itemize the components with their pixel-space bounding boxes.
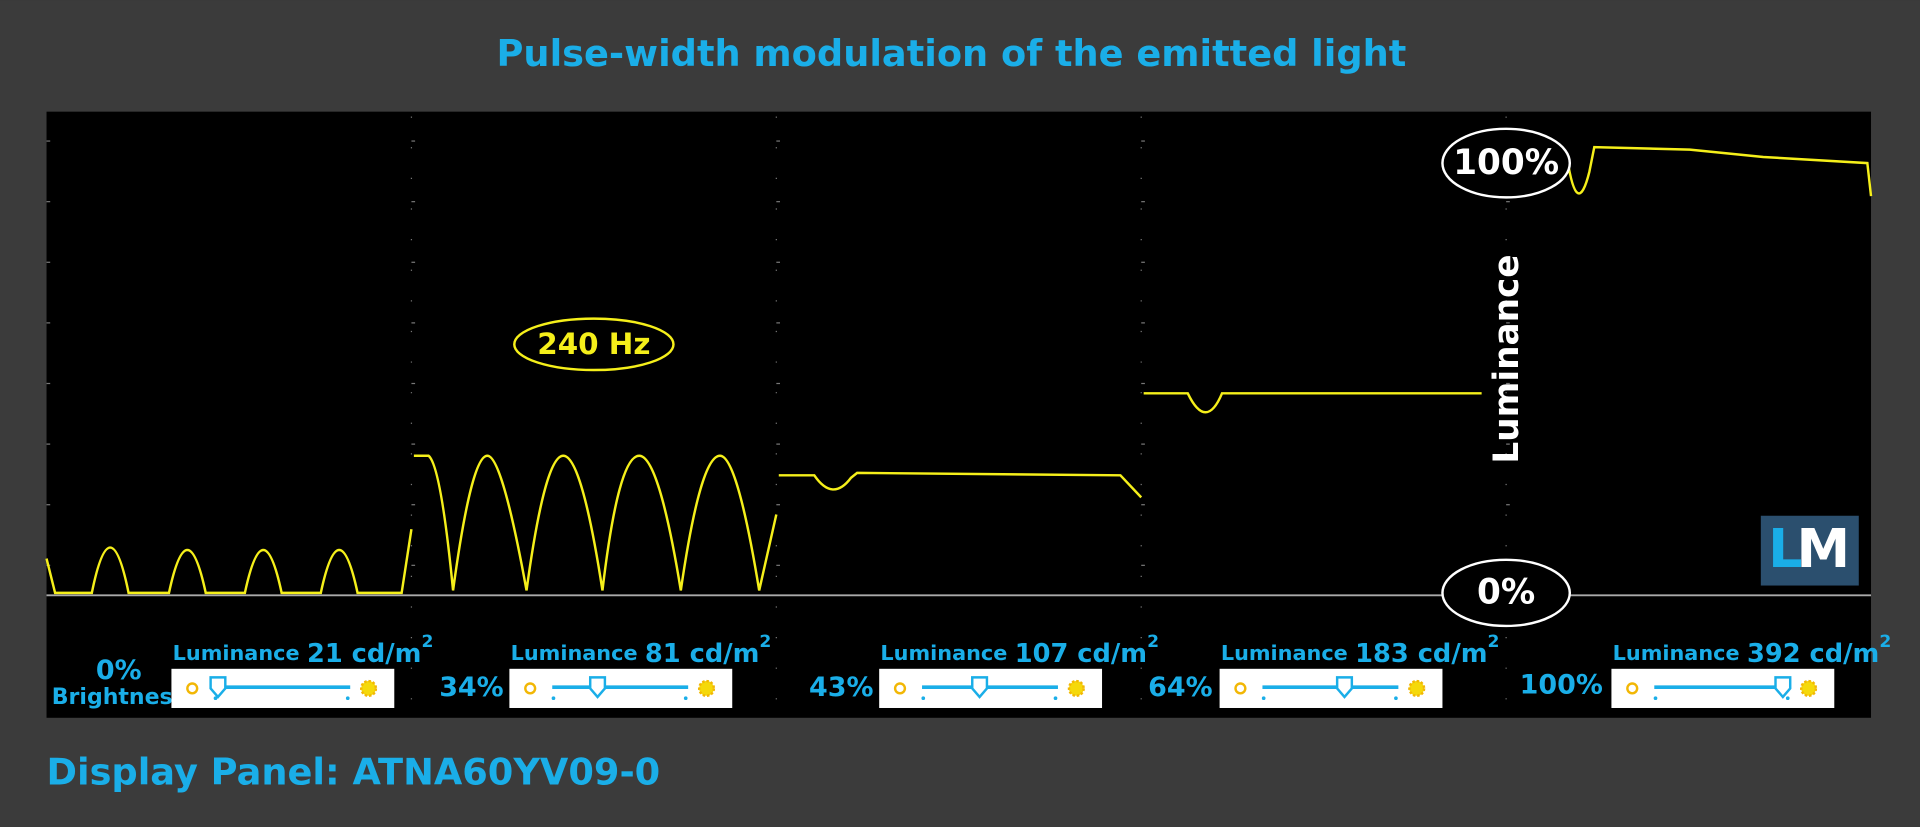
slider-tick (551, 696, 556, 701)
luminance-line: Luminance 81 cd/m2 (511, 632, 772, 669)
slider-bright-icon (1408, 679, 1426, 697)
logo (1760, 515, 1859, 586)
waveform-100 (1566, 145, 1873, 197)
unit-exponent: 2 (759, 632, 771, 652)
brightness: 34% (439, 672, 503, 703)
slider-tick (683, 696, 688, 701)
slider-tick (1785, 696, 1790, 701)
scope-area (46, 111, 1872, 718)
waveform-0 (45, 529, 413, 595)
slider-bright-icon (1067, 679, 1085, 697)
min-ellipse (1441, 558, 1572, 628)
slider-tick (213, 696, 218, 701)
min-label: 0% (1477, 573, 1535, 613)
luminance-label: Luminance (511, 641, 638, 665)
slider-dim-icon (1234, 682, 1247, 695)
luminance-line: Luminance 107 cd/m2 (880, 632, 1159, 669)
slider-tick (1053, 696, 1058, 701)
unit-exponent: 2 (1147, 632, 1159, 652)
logo-l: L (1768, 517, 1802, 580)
slider-thumb (1335, 676, 1354, 699)
frequency-label: 240 Hz (537, 327, 650, 361)
frequency-ellipse (513, 317, 675, 372)
max-label: 100% (1453, 143, 1559, 183)
luminance-label: Luminance (1221, 641, 1348, 665)
waveform-34 (413, 454, 778, 591)
slider-dim-icon (893, 682, 907, 695)
unit-exponent: 2 (421, 632, 433, 652)
slider-thumb (209, 676, 227, 699)
slider-dim-icon (524, 682, 537, 695)
grid (46, 116, 1510, 718)
luminance-value: 107 cd/m (1015, 639, 1147, 669)
waveform-64 (1143, 392, 1482, 414)
slider-tick (1653, 696, 1658, 701)
slider-bright-icon (697, 679, 716, 697)
luminance-value: 81 cd/m (645, 639, 760, 669)
slider-tick (1261, 696, 1266, 701)
logo-m: M (1796, 517, 1850, 580)
luminance-line: Luminance 183 cd/m2 (1221, 632, 1500, 669)
luminance-value: 21 cd/m (307, 639, 422, 669)
unit-exponent: 2 (1488, 632, 1500, 652)
brightness-label: Brightness (52, 685, 186, 710)
slider-bright-icon (1800, 679, 1818, 697)
slider-tick (1394, 696, 1398, 701)
brightness: 100% (1520, 669, 1603, 700)
max-ellipse (1441, 127, 1572, 199)
luminance-value: 183 cd/m (1355, 639, 1487, 669)
slider-tick (921, 696, 926, 701)
footer: Display Panel: ATNA60YV09-0 (47, 751, 661, 794)
slider-thumb (1774, 676, 1792, 699)
title: Pulse-width modulation of the emitted li… (497, 32, 1407, 75)
waveform-43 (778, 471, 1143, 499)
luminance-label: Luminance (880, 641, 1007, 665)
luminance-label: Luminance (1613, 641, 1740, 665)
slider-thumb (588, 676, 607, 699)
brightness: 43% (809, 672, 873, 703)
slider-bright-icon (360, 679, 378, 697)
slider-tick (345, 696, 350, 701)
slider-thumb (971, 676, 989, 699)
slider-dim-icon (186, 682, 199, 695)
waveforms (45, 145, 1873, 595)
luminance-value: 392 cd/m (1747, 639, 1879, 669)
luminance-line: Luminance 21 cd/m2 (173, 632, 434, 669)
unit-exponent: 2 (1879, 632, 1891, 652)
brightness: 64% (1148, 672, 1212, 703)
brightness: 0% (96, 655, 142, 686)
slider-dim-icon (1626, 682, 1639, 695)
luminance-line: Luminance 392 cd/m2 (1613, 632, 1892, 669)
axis-label: Luminance (1487, 254, 1527, 463)
luminance-label: Luminance (173, 641, 300, 665)
